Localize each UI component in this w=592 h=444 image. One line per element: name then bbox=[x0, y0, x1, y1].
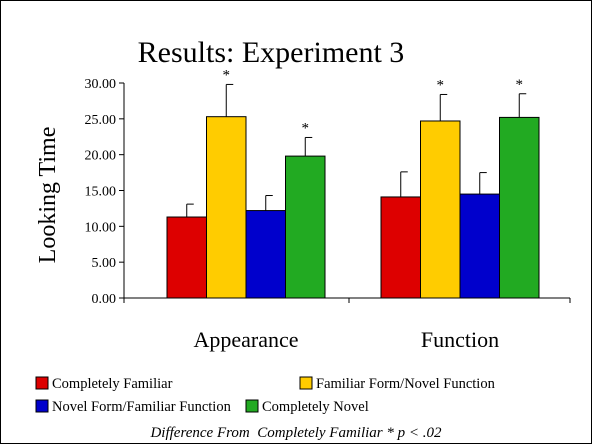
significance-star: * bbox=[516, 77, 524, 93]
significance-star: * bbox=[437, 77, 445, 93]
legend-swatch-completely-familiar bbox=[35, 376, 49, 390]
legend: Completely Familiar Familiar Form/Novel … bbox=[35, 376, 496, 415]
legend-label-familiar-form: Familiar Form/Novel Function bbox=[316, 376, 496, 392]
significance-star: * bbox=[302, 120, 310, 136]
bars bbox=[166, 116, 540, 299]
legend-swatch-novel-form bbox=[35, 399, 49, 413]
y-tick-label: 30.00 bbox=[85, 77, 117, 92]
y-tick-label: 25.00 bbox=[85, 113, 117, 128]
bar bbox=[206, 116, 247, 299]
x-category-labels: Appearance Function bbox=[193, 327, 499, 352]
bar bbox=[380, 196, 421, 299]
bar bbox=[285, 155, 326, 299]
bar bbox=[459, 193, 500, 299]
legend-swatch-familiar-form bbox=[299, 376, 313, 390]
significance-markers: * * * * bbox=[223, 67, 524, 136]
y-tick-label: 20.00 bbox=[85, 149, 117, 164]
y-tick-label: 0.00 bbox=[92, 292, 117, 307]
significance-footnote: Difference From Completely Familiar * p … bbox=[149, 425, 442, 441]
x-category-label: Appearance bbox=[193, 327, 298, 352]
y-tick-label: 10.00 bbox=[85, 220, 117, 235]
y-tick-labels: 0.00 5.00 10.00 15.00 20.00 25.00 30.00 bbox=[85, 77, 117, 307]
legend-label-completely-novel: Completely Novel bbox=[262, 399, 369, 415]
y-axis-label: Looking Time bbox=[35, 127, 61, 264]
legend-label-completely-familiar: Completely Familiar bbox=[52, 376, 173, 392]
significance-star: * bbox=[223, 67, 231, 83]
x-category-label: Function bbox=[421, 327, 499, 352]
bar bbox=[499, 116, 540, 299]
y-tick-label: 5.00 bbox=[92, 256, 117, 271]
error-bars bbox=[186, 83, 527, 218]
legend-swatch-completely-novel bbox=[245, 399, 259, 413]
chart-title: Results: Experiment 3 bbox=[138, 36, 405, 69]
bar bbox=[245, 210, 286, 299]
bar bbox=[166, 216, 207, 299]
legend-label-novel-form: Novel Form/Familiar Function bbox=[52, 399, 232, 415]
bar bbox=[420, 120, 461, 299]
y-tick-label: 15.00 bbox=[85, 185, 117, 200]
